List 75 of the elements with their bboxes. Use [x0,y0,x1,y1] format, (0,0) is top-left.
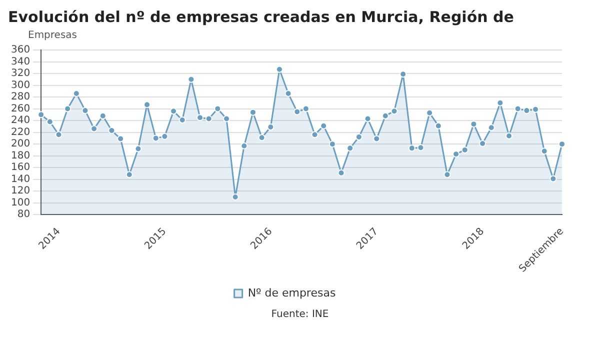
point [294,108,301,116]
point [488,124,495,132]
point [540,148,548,155]
y-tick-label: 180 [10,150,30,162]
point [400,70,407,78]
point [434,122,442,130]
y-tick-label: 240 [10,115,30,126]
y-tick-label: 340 [10,56,30,68]
point [426,109,434,116]
point [232,193,239,200]
point [38,111,45,118]
point [338,169,345,176]
point [470,120,478,128]
point [320,122,328,130]
y-tick-label: 300 [10,80,30,91]
y-tick-label: 360 [10,44,30,56]
y-tick-label: 160 [10,162,30,174]
point [382,112,389,120]
point [532,106,540,113]
point [550,175,557,182]
point [390,108,398,115]
point [222,115,230,122]
point [452,150,460,158]
point [328,140,336,148]
point [178,116,186,124]
point [108,127,116,134]
point [82,107,89,114]
point [134,145,142,152]
point [311,131,318,138]
point [523,107,530,114]
point [240,142,248,150]
y-tick-label: 320 [10,68,30,80]
y-tick-label: 80 [17,209,30,220]
point [408,144,416,152]
point [161,132,168,140]
y-tick-label: 140 [10,174,30,185]
point [444,171,451,178]
point [196,114,204,122]
point [152,134,160,142]
y-tick-label: 260 [10,103,30,114]
chart-title: Evolución del nº de empresas creadas en Murcia, Región de [8,8,515,26]
point [188,76,195,83]
y-axis-title: Empresas [28,30,78,41]
source-note: Fuente: INE [270,309,330,320]
point [284,90,292,98]
point [90,125,98,132]
y-tick-label: 100 [10,197,30,208]
y-tick-label: 220 [10,126,30,138]
point [64,105,72,112]
point [364,115,372,122]
point [496,99,504,106]
point [506,132,513,140]
point [72,90,80,98]
point [479,140,486,147]
point [373,135,380,142]
point [99,112,106,120]
point [461,146,468,154]
point [558,140,566,148]
y-tick-label: 200 [10,138,30,150]
point [514,105,522,112]
point [302,105,310,112]
point [205,115,212,122]
point [267,124,274,131]
y-tick-label: 280 [10,92,30,103]
legend-label: Nº de empresas [248,286,336,300]
point [214,105,222,112]
point [126,171,133,178]
point [346,144,354,152]
point [417,144,424,152]
point [258,134,266,142]
point [170,108,178,115]
point [55,131,62,138]
y-tick-label: 120 [10,186,30,197]
point [355,134,362,141]
point [46,118,54,126]
